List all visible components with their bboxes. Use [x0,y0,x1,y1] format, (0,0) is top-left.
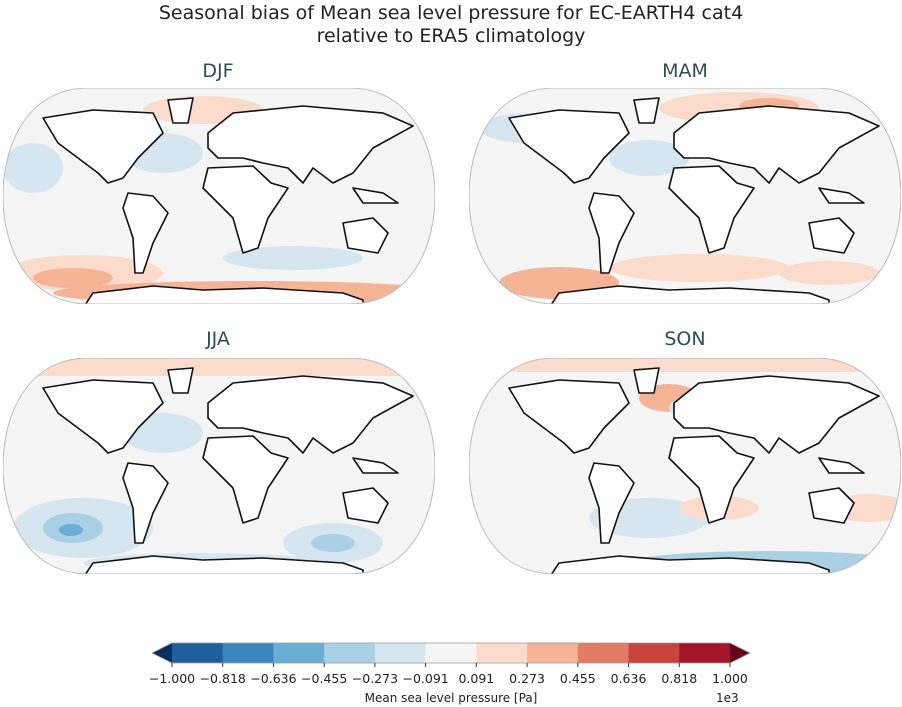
colorbar-segment [679,643,731,663]
colorbar-tick-label: −0.818 [199,671,246,686]
colorbar-segment [425,643,477,663]
colorbar-exponent: 1e3 [716,691,739,705]
panel-title-son: SON [664,328,706,350]
colorbar-segment [374,643,427,663]
colorbar-tick-label: 1.000 [712,671,748,686]
figure-title-line2: relative to ERA5 climatology [316,25,586,47]
map-jja [3,358,435,574]
colorbar-segment [172,643,224,663]
colorbar-under-triangle [152,643,172,663]
colorbar-segment [273,643,325,663]
colorbar-tick-label: −0.636 [250,671,297,686]
figure-title-line1: Seasonal bias of Mean sea level pressure… [158,2,744,24]
colorbar-tick-label: 0.455 [559,671,596,686]
colorbar-tick-label: 0.636 [610,671,647,686]
colorbar-tick-label: 0.273 [509,671,545,686]
panel-title-djf: DJF [202,60,234,82]
colorbar-tick-label: −0.273 [351,671,399,686]
map-mam [469,88,901,304]
colorbar-over-triangle [730,643,750,663]
colorbar-tick-label: −1.000 [148,671,196,686]
colorbar-segment [476,643,528,663]
panel-title-mam: MAM [662,60,708,82]
colorbar-tick-label: 0.818 [661,671,698,686]
colorbar-segment [222,643,274,663]
colorbar-tick-label: −0.455 [301,671,348,686]
colorbar-segment [527,643,579,663]
panel-title-jja: JJA [206,328,230,350]
colorbar-tick-label: 0.091 [458,671,495,686]
map-son [469,358,901,574]
colorbar-segment [577,643,630,663]
map-djf [3,88,435,304]
colorbar-tick-label: −0.091 [402,671,449,686]
colorbar-label: Mean sea level pressure [Pa] [364,691,538,705]
colorbar-segment [324,643,376,663]
colorbar-segment [628,643,680,663]
